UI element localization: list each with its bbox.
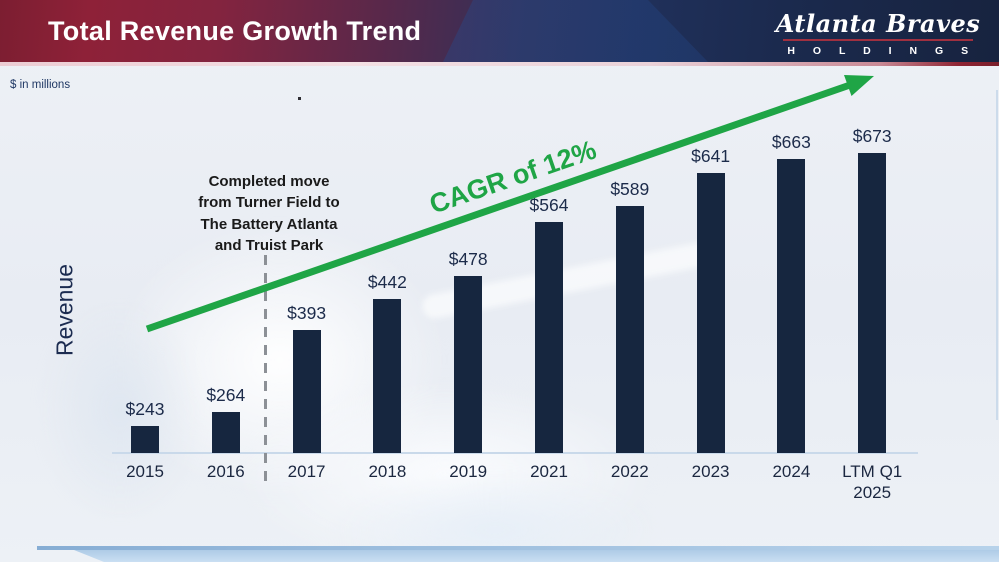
logo-wordmark: Atlanta Braves: [775, 9, 981, 38]
units-note: $ in millions: [10, 79, 71, 91]
bar-value-label: $641: [691, 145, 731, 166]
bar: [858, 152, 887, 453]
logo-subtitle: H O L D I N G S: [787, 45, 976, 57]
x-tick-label: 2015: [126, 462, 164, 481]
bottom-accent-line: [37, 546, 999, 550]
move-annotation: Completed move from Turner Field to The …: [198, 173, 340, 254]
bar: [292, 330, 321, 453]
x-tick-label: 2024: [772, 462, 811, 481]
banner-underline-strip: [0, 62, 999, 66]
bar-value-label: $243: [125, 398, 165, 419]
logo-rule: [783, 39, 973, 41]
bar-value-label: $564: [529, 194, 569, 215]
bar: [211, 412, 240, 453]
bar: [777, 158, 806, 453]
x-tick-label: 2023: [691, 462, 730, 481]
bar: [131, 425, 159, 453]
bar-value-label: $589: [610, 178, 650, 199]
x-tick-label: LTM Q1 2025: [842, 462, 903, 503]
x-axis-line: [112, 452, 918, 454]
x-tick-label: 2021: [530, 462, 568, 481]
bar-value-label: $264: [206, 385, 246, 406]
bar-value-label: $663: [771, 131, 811, 152]
bar-value-label: $393: [287, 303, 327, 324]
x-tick-label: 2016: [206, 462, 245, 481]
x-tick-label: 2018: [368, 462, 407, 481]
page-title: Total Revenue Growth Trend: [48, 16, 422, 46]
bar: [535, 221, 563, 453]
era-divider-dashed-line: [264, 255, 267, 483]
header-banner: Total Revenue Growth Trend Atlanta Brave…: [0, 0, 999, 62]
atlanta-braves-holdings-logo: Atlanta Braves H O L D I N G S: [773, 9, 983, 57]
bar-value-label: $478: [448, 249, 488, 270]
bar: [454, 276, 483, 453]
bar-value-label: $442: [367, 272, 407, 293]
x-tick-label: 2019: [449, 462, 488, 481]
bottom-accent-bar: [74, 550, 999, 562]
bar: [615, 205, 644, 453]
x-tick-label: 2017: [287, 462, 326, 481]
bar: [373, 299, 402, 453]
x-tick-label: 2022: [610, 462, 649, 481]
bar-value-label: $673: [852, 125, 892, 146]
bar: [696, 172, 725, 453]
